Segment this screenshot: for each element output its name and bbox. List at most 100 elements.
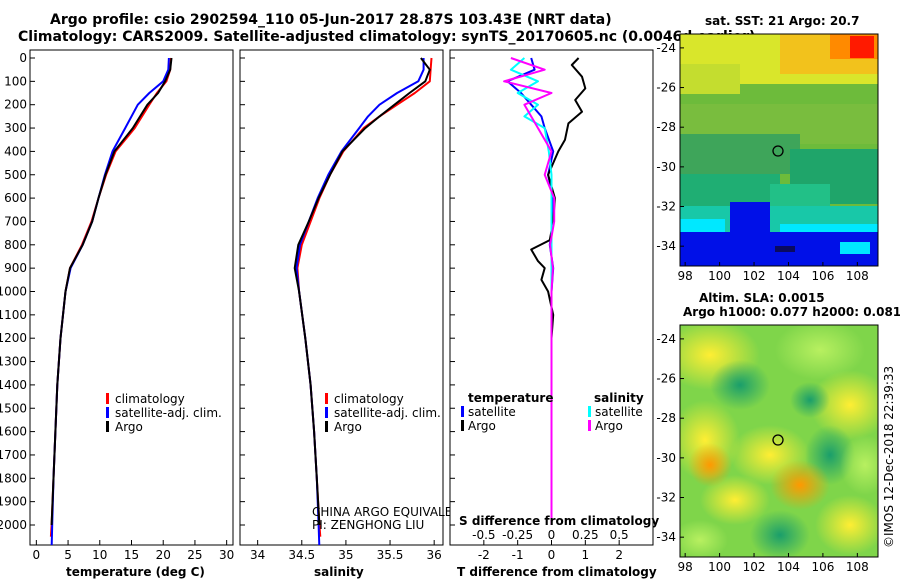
sst-region-cyan3 xyxy=(840,242,870,254)
x-tick-label: -2 xyxy=(478,548,490,562)
legend-swatch-temp-argo xyxy=(461,420,464,431)
legend-swatch-satellite xyxy=(325,407,328,418)
x-tick-label: 1 xyxy=(582,548,590,562)
map-lon-label: 104 xyxy=(777,560,800,574)
depth-tick-label: 300 xyxy=(4,121,27,135)
salinity-xlabel: salinity xyxy=(314,565,364,579)
x-tick-label: 34.5 xyxy=(288,548,315,562)
map-lon-label: 108 xyxy=(846,560,869,574)
top-tick-label: 0 xyxy=(548,528,556,542)
depth-tick-label: 1900 xyxy=(0,495,27,509)
map-lat-label: -26 xyxy=(656,81,676,95)
depth-tick-label: 400 xyxy=(4,144,27,158)
depth-tick-label: 600 xyxy=(4,191,27,205)
top-tick-label: -0.5 xyxy=(472,528,495,542)
legend-title-temperature: temperature xyxy=(468,391,553,405)
sla-blob-5 xyxy=(790,382,830,418)
map-lon-label: 106 xyxy=(811,560,834,574)
temperature-panel: 0100200300400500600700800900100011001200… xyxy=(0,49,234,579)
sla-float-marker xyxy=(772,434,784,446)
depth-tick-label: 1500 xyxy=(0,401,27,415)
map-lon-label: 104 xyxy=(777,269,800,283)
legend-label-sal-argo: Argo xyxy=(595,419,623,433)
sla-map-frame xyxy=(679,324,879,558)
map-lon-label: 102 xyxy=(743,560,766,574)
legend-swatch-sal-argo xyxy=(588,420,591,431)
temperature-axes-frame xyxy=(29,49,234,546)
series-salinity-argo xyxy=(503,57,556,525)
legend-label-argo: Argo xyxy=(334,420,362,434)
sla-blob-14 xyxy=(750,510,810,557)
depth-tick-label: 1100 xyxy=(0,308,27,322)
sla-blob-13 xyxy=(815,495,878,555)
sst-region-hot-spot xyxy=(850,36,874,58)
legend-title-salinity: salinity xyxy=(594,391,644,405)
temperature-xlabel: temperature (deg C) xyxy=(66,565,205,579)
salinity-axes-frame xyxy=(239,49,444,546)
salinity-panel: 34 34.5 35 35.5 36 salinity climatology sate… xyxy=(239,49,469,579)
x-tick-label: 15 xyxy=(124,548,139,562)
depth-tick-label: 0 xyxy=(19,51,27,65)
map-lon-label: 100 xyxy=(708,560,731,574)
legend-label-satellite: satellite-adj. clim. xyxy=(115,406,222,420)
figure-title-line1: Argo profile: csio 2902594_110 05-Jun-20… xyxy=(50,12,612,28)
sla-blob-3 xyxy=(710,360,770,410)
sla-blob-4 xyxy=(810,370,878,440)
map-lon-label: 102 xyxy=(743,269,766,283)
legend-label-temp-argo: Argo xyxy=(468,419,496,433)
map-lat-label: -26 xyxy=(656,372,676,386)
top-tick-label: -0.25 xyxy=(502,528,533,542)
map-lat-label: -28 xyxy=(656,120,676,134)
map-lat-label: -34 xyxy=(656,239,676,253)
credit-line2: PI: ZENGHONG LIU xyxy=(312,518,424,532)
temperature-legend: climatology satellite-adj. clim. Argo xyxy=(106,392,222,434)
legend-swatch-satellite xyxy=(106,407,109,418)
map-lon-label: 98 xyxy=(678,560,693,574)
depth-tick-label: 1300 xyxy=(0,355,27,369)
sla-blob-15 xyxy=(680,520,728,557)
sst-map-image xyxy=(680,34,878,266)
x-tick-label: 0 xyxy=(33,548,41,562)
legend-swatch-climatology xyxy=(106,393,109,404)
sla-map-panel: Altim. SLA: 0.0015 Argo h1000: 0.077 h20… xyxy=(656,291,900,574)
legend-label-climatology: climatology xyxy=(334,392,404,406)
x-tick-label: 35 xyxy=(338,548,353,562)
sla-blob-12 xyxy=(688,443,732,487)
depth-tick-label: 200 xyxy=(4,98,27,112)
map-lon-label: 106 xyxy=(811,269,834,283)
sst-region-cold-tongue xyxy=(730,202,770,237)
x-tick-label: 34 xyxy=(250,548,265,562)
depth-tick-label: 1400 xyxy=(0,378,27,392)
map-lat-label: -30 xyxy=(656,451,676,465)
sst-region-northwest xyxy=(680,64,740,94)
x-tick-label: 30 xyxy=(219,548,234,562)
sla-blob-9 xyxy=(840,435,878,495)
depth-tick-label: 1700 xyxy=(0,448,27,462)
map-lat-label: -28 xyxy=(656,411,676,425)
x-tick-label: 2 xyxy=(615,548,623,562)
map-lat-label: -32 xyxy=(656,200,676,214)
x-tick-label: -1 xyxy=(512,548,524,562)
top-tick-label: 0.25 xyxy=(572,528,599,542)
map-lon-label: 108 xyxy=(846,269,869,283)
series-argo xyxy=(293,57,431,526)
legend-label-temp-satellite: satellite xyxy=(468,405,516,419)
sla-blob-2 xyxy=(775,325,865,380)
credit-line1: CHINA ARGO EQUIVALENT xyxy=(312,505,469,519)
difference-xlabel: T difference from climatology xyxy=(457,565,657,579)
map-lat-label: -32 xyxy=(656,491,676,505)
map-lat-label: -30 xyxy=(656,160,676,174)
depth-tick-label: 900 xyxy=(4,261,27,275)
sst-region-dark xyxy=(775,246,795,252)
figure-title-line2: Climatology: CARS2009. Satellite-adjuste… xyxy=(18,29,756,45)
depth-tick-label: 1200 xyxy=(0,331,27,345)
x-tick-label: 5 xyxy=(64,548,72,562)
sla-blob-10 xyxy=(700,475,770,525)
map-lat-label: -24 xyxy=(656,41,676,55)
top-tick-label: 0.5 xyxy=(610,528,629,542)
x-tick-label: 25 xyxy=(187,548,202,562)
sst-region-cyan2 xyxy=(680,219,725,234)
series-argo xyxy=(50,57,173,526)
legend-label-satellite: satellite-adj. clim. xyxy=(334,406,441,420)
